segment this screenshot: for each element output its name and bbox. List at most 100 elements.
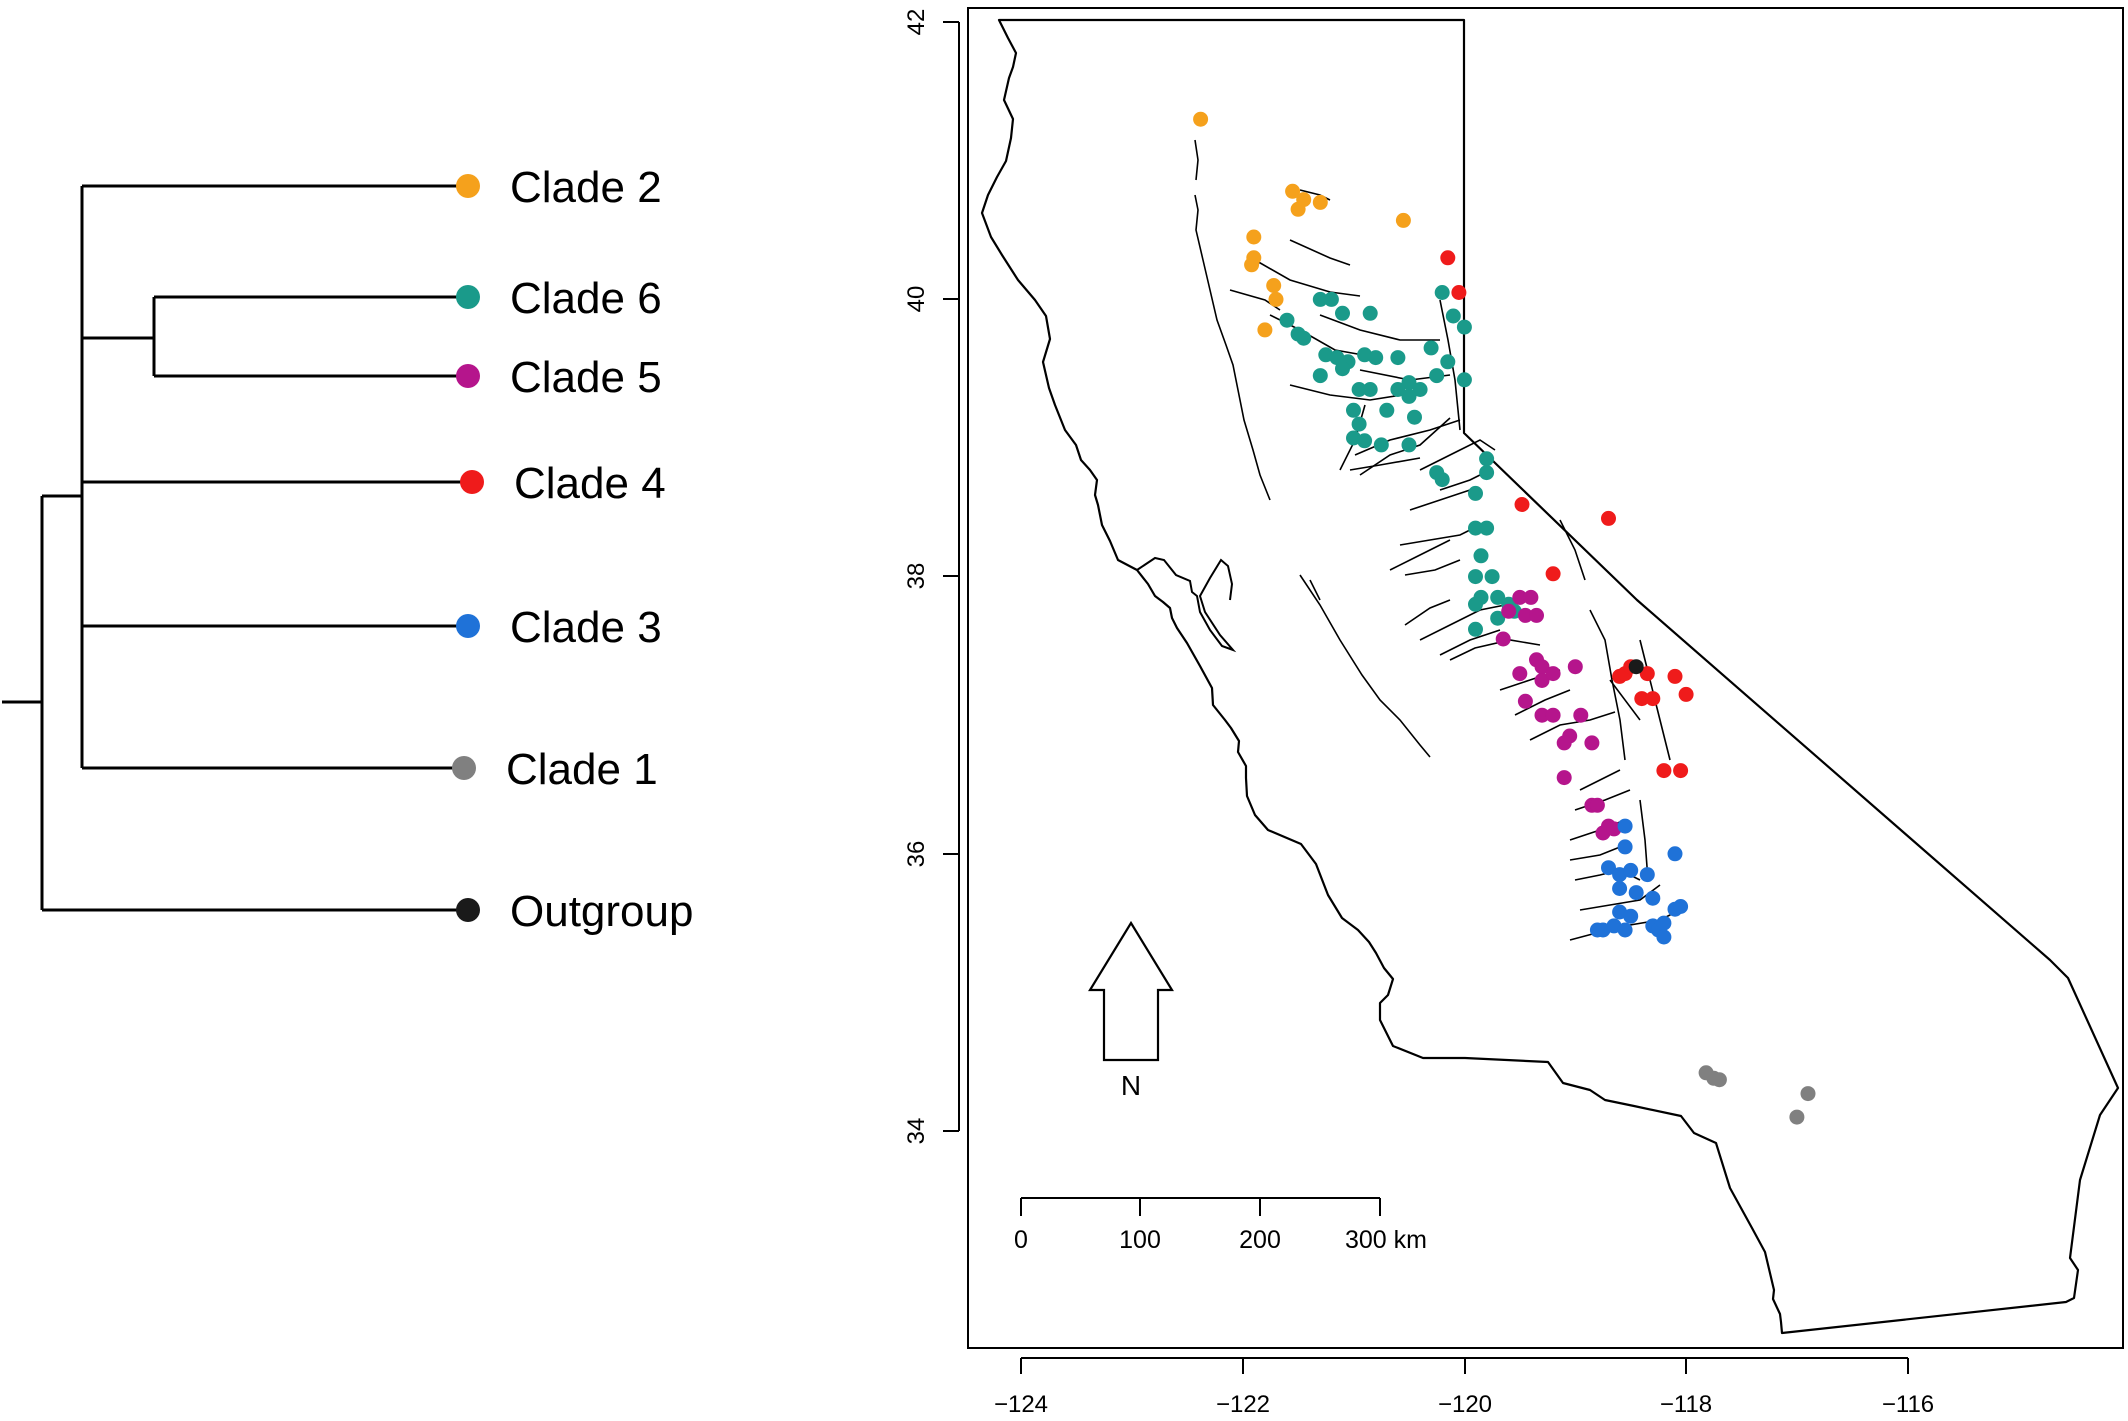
clade-2-sample-point xyxy=(1395,212,1411,228)
clade-6-sample-point xyxy=(1401,375,1417,391)
clade-3-sample-point xyxy=(1617,922,1633,938)
clade-5-sample-point xyxy=(1556,770,1572,786)
clade-6-sample-point xyxy=(1490,589,1506,605)
clade-6-sample-point xyxy=(1468,569,1483,585)
clade-6-sample-point xyxy=(1312,368,1328,384)
clade3-tip-marker xyxy=(456,614,480,638)
clade-3-sample-point xyxy=(1645,890,1661,906)
clade-2-sample-point xyxy=(1257,322,1273,338)
clade4-label: Clade 4 xyxy=(514,459,666,508)
x-tick-label: −118 xyxy=(1660,1391,1712,1418)
clade-6-sample-point xyxy=(1484,569,1500,585)
california-outline xyxy=(980,18,2120,1335)
y-tick-label: 38 xyxy=(903,563,930,590)
clade-4-sample-point xyxy=(1656,763,1672,779)
clade-5-sample-point xyxy=(1545,666,1561,682)
clade5-label: Clade 5 xyxy=(510,353,662,402)
clade-4-sample-point xyxy=(1667,668,1683,684)
scale-label: 200 xyxy=(1239,1226,1281,1254)
clade-6-sample-point xyxy=(1468,485,1483,501)
scale-bar: 0 100 200 300 km xyxy=(1014,1197,1427,1254)
clade-6-sample-point xyxy=(1279,312,1295,328)
clade2-label: Clade 2 xyxy=(510,163,662,212)
clade-5-sample-point xyxy=(1523,589,1539,605)
clade4-tip-marker xyxy=(460,470,484,494)
clade-6-sample-point xyxy=(1323,291,1339,307)
clade-6-sample-point xyxy=(1429,368,1445,384)
clade-1-sample-point xyxy=(1800,1086,1816,1102)
clade1-label: Clade 1 xyxy=(506,745,658,794)
clade-6-sample-point xyxy=(1362,305,1378,321)
clade-4-sample-point xyxy=(1645,691,1661,707)
x-tick-label: −116 xyxy=(1882,1391,1934,1418)
map-plot-frame xyxy=(967,7,2124,1349)
outgroup-label: Outgroup xyxy=(510,887,693,936)
clade1-tip-marker xyxy=(452,756,476,780)
clade-6-sample-point xyxy=(1445,308,1461,324)
clade3-label: Clade 3 xyxy=(510,603,662,652)
clade-3-sample-point xyxy=(1628,885,1644,901)
clade-5-sample-point xyxy=(1567,659,1583,675)
scale-label: 300 km xyxy=(1345,1226,1427,1254)
clade-4-sample-point xyxy=(1440,250,1456,266)
clade-5-sample-point xyxy=(1584,735,1600,751)
clade-5-sample-point xyxy=(1534,707,1550,723)
y-tick-label: 34 xyxy=(903,1118,930,1145)
scale-label: 0 xyxy=(1014,1226,1028,1254)
x-axis: −124 −122 −120 −118 −116 xyxy=(994,1357,1934,1418)
clade-2-sample-point xyxy=(1246,229,1262,245)
clade-6-sample-point xyxy=(1434,472,1450,488)
clade-5-sample-point xyxy=(1517,607,1533,623)
clade-4-sample-point xyxy=(1673,763,1689,779)
clade-3-sample-point xyxy=(1617,839,1633,855)
phylogenetic-tree: Clade 2 Clade 6 Clade 5 Clade 4 Clade 3 … xyxy=(2,163,693,936)
clade-6-sample-point xyxy=(1390,382,1406,397)
tree-branches xyxy=(2,184,462,912)
clade-6-sample-point xyxy=(1440,354,1456,370)
clade-6-sample-point xyxy=(1412,382,1428,397)
clade-4-sample-point xyxy=(1601,510,1616,526)
clade-3-sample-point xyxy=(1639,867,1655,883)
clade-2-sample-point xyxy=(1193,111,1209,127)
clade-6-sample-point xyxy=(1296,330,1312,346)
north-arrow-icon xyxy=(1088,920,1174,1062)
north-arrow: N xyxy=(1088,920,1174,1101)
y-tick-label: 36 xyxy=(903,841,930,868)
clade-5-sample-point xyxy=(1545,707,1561,723)
clade-6-sample-point xyxy=(1335,361,1350,377)
clade-3-sample-point xyxy=(1656,915,1672,931)
clade-6-sample-point xyxy=(1456,319,1472,335)
clade-3-sample-point xyxy=(1589,922,1605,938)
clade6-label: Clade 6 xyxy=(510,274,662,323)
clade-6-sample-point xyxy=(1490,610,1506,626)
clade-4-sample-point xyxy=(1678,686,1694,702)
clade-5-sample-point xyxy=(1512,666,1528,682)
clade-6-sample-point xyxy=(1468,520,1483,536)
clade-5-sample-point xyxy=(1517,693,1533,709)
clade-6-sample-point xyxy=(1468,596,1483,612)
x-tick-label: −124 xyxy=(994,1391,1048,1418)
tree-tips: Clade 2 Clade 6 Clade 5 Clade 4 Clade 3 … xyxy=(452,163,693,936)
sample-points xyxy=(1193,111,1816,1125)
clade-3-sample-point xyxy=(1617,818,1633,834)
clade-2-sample-point xyxy=(1312,194,1328,210)
clade-2-sample-point xyxy=(1244,257,1260,273)
clade-6-sample-point xyxy=(1357,433,1373,449)
clade-5-sample-point xyxy=(1556,735,1572,751)
clade-6-sample-point xyxy=(1401,388,1417,404)
clade-6-sample-point xyxy=(1401,437,1417,453)
clade-4-sample-point xyxy=(1639,666,1655,682)
clade-1-sample-point xyxy=(1789,1109,1805,1125)
north-label: N xyxy=(1121,1070,1141,1101)
clade-2-sample-point xyxy=(1285,183,1301,199)
clade-6-sample-point xyxy=(1351,416,1367,432)
clade-5-sample-point xyxy=(1573,707,1589,723)
clade-6-sample-point xyxy=(1362,382,1378,397)
clade-5-sample-point xyxy=(1529,607,1544,623)
clade-3-sample-point xyxy=(1673,899,1689,914)
clade-3-sample-point xyxy=(1623,862,1639,878)
scale-label: 100 xyxy=(1119,1226,1161,1254)
y-tick-label: 40 xyxy=(903,286,930,313)
bay-inlet xyxy=(1136,556,1237,653)
